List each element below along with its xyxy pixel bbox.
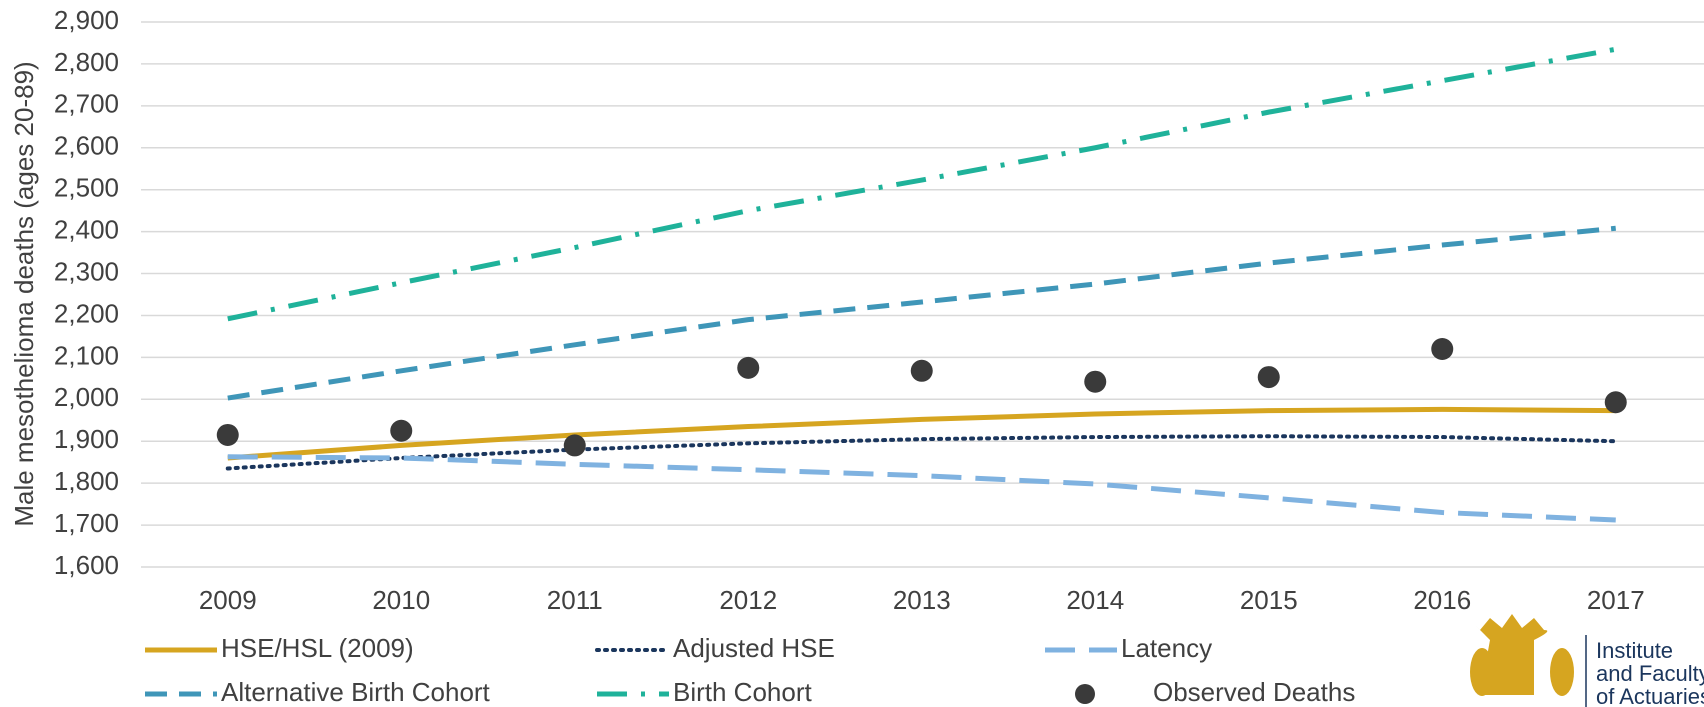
data-point — [563, 434, 586, 457]
logo-crest — [1550, 648, 1574, 696]
y-tick-label: 2,300 — [54, 256, 119, 286]
y-tick-label: 2,800 — [54, 47, 119, 77]
data-point — [910, 359, 933, 382]
data-point — [1431, 338, 1454, 360]
x-tick-label: 2017 — [1587, 585, 1645, 615]
data-point — [216, 423, 239, 446]
y-tick-label: 2,500 — [54, 173, 119, 203]
legend-label: Alternative Birth Cohort — [221, 677, 491, 707]
legend-marker — [1075, 684, 1095, 704]
y-tick-label: 2,900 — [54, 5, 119, 35]
y-axis-label: Male mesothelioma deaths (ages 20-89) — [9, 61, 39, 526]
y-tick-label: 2,100 — [54, 340, 119, 370]
logo: Institute and Faculty of Actuaries — [1470, 614, 1704, 707]
logo-crest — [1476, 614, 1548, 695]
x-tick-label: 2013 — [893, 585, 951, 615]
legend-label: Adjusted HSE — [673, 633, 835, 663]
logo-text: and Faculty — [1596, 661, 1704, 686]
y-tick-label: 2,400 — [54, 214, 119, 244]
x-tick-label: 2012 — [719, 585, 777, 615]
x-tick-label: 2010 — [372, 585, 430, 615]
data-point — [390, 419, 413, 442]
legend-label: Birth Cohort — [673, 677, 812, 707]
data-point — [1257, 366, 1280, 389]
data-point — [737, 356, 760, 379]
data-point — [1604, 391, 1627, 414]
legend-label: Latency — [1121, 633, 1212, 663]
y-tick-label: 2,200 — [54, 298, 119, 328]
y-tick-label: 1,600 — [54, 550, 119, 580]
data-line — [227, 46, 1617, 322]
y-tick-label: 2,600 — [54, 131, 119, 161]
legend-label: HSE/HSL (2009) — [221, 633, 414, 663]
x-tick-label: 2015 — [1240, 585, 1298, 615]
y-tick-label: 2,000 — [54, 382, 119, 412]
y-tick-label: 2,700 — [54, 89, 119, 119]
logo-text: Institute — [1596, 638, 1673, 663]
y-tick-label: 1,800 — [54, 466, 119, 496]
logo-crest — [1470, 648, 1494, 696]
data-line — [227, 225, 1616, 401]
x-tick-label: 2009 — [199, 585, 257, 615]
data-line — [227, 454, 1616, 523]
x-tick-label: 2014 — [1066, 585, 1124, 615]
logo-text: of Actuaries — [1596, 684, 1704, 707]
y-tick-label: 1,900 — [54, 424, 119, 454]
legend-label: Observed Deaths — [1153, 677, 1355, 707]
x-tick-label: 2011 — [547, 585, 603, 615]
data-point — [1084, 370, 1107, 393]
data-line — [225, 434, 1618, 471]
x-tick-label: 2016 — [1413, 585, 1471, 615]
data-line — [227, 406, 1616, 461]
y-tick-label: 1,700 — [54, 508, 119, 538]
